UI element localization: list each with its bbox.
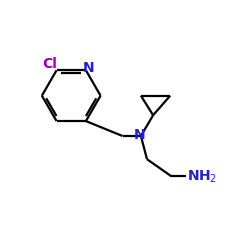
Text: N: N [134, 128, 145, 142]
Text: Cl: Cl [42, 57, 57, 71]
Text: N: N [83, 61, 95, 75]
Text: NH$_2$: NH$_2$ [187, 168, 218, 184]
